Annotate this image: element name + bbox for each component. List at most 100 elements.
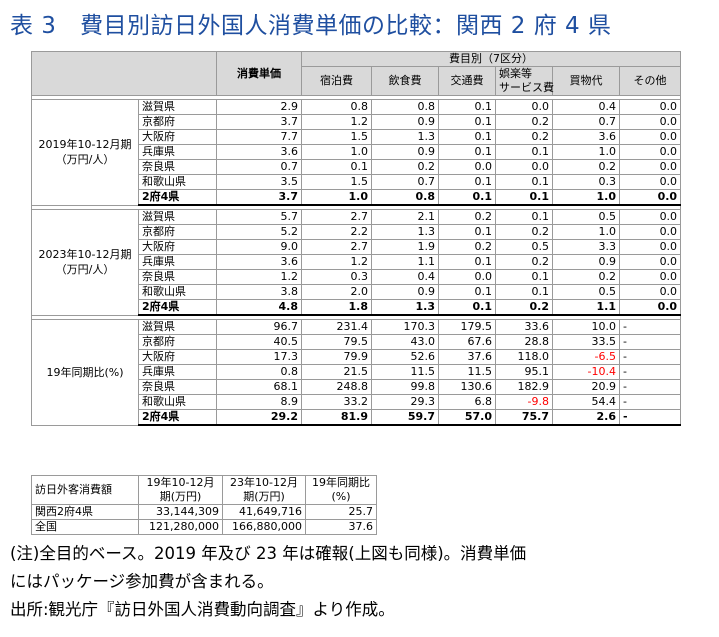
value-cell: 0.0 xyxy=(618,224,682,240)
table-row: 和歌山県 3.5 1.5 0.7 0.1 0.1 0.3 0.0 xyxy=(32,174,682,190)
header-category-group: 費目別（7区分） xyxy=(300,51,682,67)
small-table-header-line: 期(万円) xyxy=(243,490,285,503)
spending-total-table: 訪日外客消費額 19年10-12月 期(万円) 23年10-12月 期(万円) 19年同期… xyxy=(31,475,377,535)
value-cell: 0.1 xyxy=(438,224,496,240)
small-table-header-cell: 19年10-12月 期(万円) xyxy=(138,475,223,505)
value-cell: 3.6 xyxy=(216,144,302,160)
value-cell: 20.9 xyxy=(552,379,620,395)
page-title: 表 3 費目別訪日外国人消費単価の比較：関西 2 府 4 県 xyxy=(10,13,612,39)
small-table-header-line: 23年10-12月 xyxy=(230,476,298,489)
value-cell: 0.1 xyxy=(301,159,372,175)
value-cell: 0.5 xyxy=(552,284,620,300)
value-cell: 52.6 xyxy=(371,349,439,365)
value-cell: 3.7 xyxy=(216,114,302,130)
value-cell: 2.7 xyxy=(301,239,372,255)
value-cell: 1.1 xyxy=(371,254,439,270)
value-cell: 0.1 xyxy=(495,284,553,300)
table-row: 大阪府 17.3 79.9 52.6 37.6 118.0 -6.5- xyxy=(32,349,682,365)
value-cell: 0.1 xyxy=(495,144,553,160)
header-col-label: 買物代 xyxy=(552,66,620,96)
table-total-row: 2府4県 4.8 1.8 1.3 0.1 0.2 1.1 0.0 xyxy=(32,299,682,316)
table-row: 19年同期比(%) 滋賀県 96.7 231.4 170.3 179.5 33.6 10.0- xyxy=(31,319,682,426)
value-cell: - xyxy=(618,409,682,426)
period-label-line: 19年同期比(%) xyxy=(46,365,124,379)
value-cell: 28.8 xyxy=(495,334,553,350)
value-cell: 3.5 xyxy=(216,174,302,190)
value-cell: 2.2 xyxy=(301,224,372,240)
header-col-label: サービス費 xyxy=(499,81,554,94)
value-cell: 0.4 xyxy=(371,269,439,285)
small-table-header-row: 訪日外客消費額 19年10-12月 期(万円) 23年10-12月 期(万円) 19年同期… xyxy=(31,475,377,505)
value-cell: -10.4 xyxy=(552,364,620,380)
value-cell: 1.2 xyxy=(301,254,372,270)
value-cell: 33.6 xyxy=(495,319,553,335)
value-cell: 0.0 xyxy=(618,209,682,225)
prefecture-cell: 奈良県 xyxy=(138,159,217,175)
header-col-label: 宿泊費 xyxy=(301,66,372,96)
value-cell: 3.8 xyxy=(216,284,302,300)
prefecture-cell: 京都府 xyxy=(138,334,217,350)
small-table-label: 訪日外客消費額 xyxy=(31,475,139,505)
prefecture-cell: 兵庫県 xyxy=(138,144,217,160)
value-cell: 0.8 xyxy=(216,364,302,380)
value-cell: 0.1 xyxy=(438,299,496,316)
value-cell: 0.1 xyxy=(438,99,496,115)
prefecture-cell: 大阪府 xyxy=(138,239,217,255)
value-cell: 37.6 xyxy=(438,349,496,365)
value-cell: 0.0 xyxy=(438,269,496,285)
prefecture-cell: 滋賀県 xyxy=(138,99,217,115)
value-cell: 1.0 xyxy=(552,189,620,206)
prefecture-cell: 京都府 xyxy=(138,224,217,240)
table-total-row: 2府4県 3.7 1.0 0.8 0.1 0.1 1.0 0.0 xyxy=(32,189,682,206)
value-cell: 1.5 xyxy=(301,174,372,190)
value-cell: 0.2 xyxy=(552,159,620,175)
prefecture-cell: 京都府 xyxy=(138,114,217,130)
value-cell: 0.2 xyxy=(552,269,620,285)
value-cell: 1.5 xyxy=(301,129,372,145)
small-table-row-label: 関西2府4県 xyxy=(31,504,139,520)
value-cell: - xyxy=(618,334,682,350)
value-cell: 6.8 xyxy=(438,394,496,410)
table-row: 奈良県 0.7 0.1 0.2 0.0 0.0 0.2 0.0 xyxy=(32,159,682,175)
value-cell: 68.1 xyxy=(216,379,302,395)
period-label-line: 2019年10-12月期 xyxy=(38,138,132,152)
value-cell: 0.0 xyxy=(618,174,682,190)
value-cell: 0.2 xyxy=(495,299,553,316)
value-cell: 79.5 xyxy=(301,334,372,350)
value-cell: 1.8 xyxy=(301,299,372,316)
value-cell: 182.9 xyxy=(495,379,553,395)
value-cell: 0.1 xyxy=(438,284,496,300)
header-col-label: その他 xyxy=(618,66,682,96)
table-row: 京都府 3.7 1.2 0.9 0.1 0.2 0.7 0.0 xyxy=(32,114,682,130)
value-cell: 0.1 xyxy=(495,174,553,190)
value-cell: 0.1 xyxy=(438,189,496,206)
value-cell: 0.1 xyxy=(438,129,496,145)
value-cell: 3.7 xyxy=(216,189,302,206)
value-cell: 3.3 xyxy=(552,239,620,255)
value-cell: 179.5 xyxy=(438,319,496,335)
prefecture-cell: 2府4県 xyxy=(138,189,217,206)
value-cell: 54.4 xyxy=(552,394,620,410)
note-line: (注)全目的ベース。2019 年及び 23 年は確報(上図も同様)。消費単価 xyxy=(10,544,527,563)
value-cell: 1.0 xyxy=(301,144,372,160)
value-cell: 1.0 xyxy=(301,189,372,206)
small-table-row: 関西2府4県 33,144,309 41,649,716 25.7 xyxy=(31,504,377,520)
value-cell: 0.0 xyxy=(618,239,682,255)
table-row: 和歌山県 3.8 2.0 0.9 0.1 0.1 0.5 0.0 xyxy=(32,284,682,300)
value-cell: 0.8 xyxy=(371,189,439,206)
prefecture-cell: 2府4県 xyxy=(138,299,217,316)
value-cell: 0.3 xyxy=(552,174,620,190)
small-table-header-line: 19年10-12月 xyxy=(146,476,215,489)
value-cell: 11.5 xyxy=(438,364,496,380)
value-cell: 0.2 xyxy=(495,129,553,145)
value-cell: 0.0 xyxy=(618,159,682,175)
prefecture-cell: 2府4県 xyxy=(138,409,217,426)
value-cell: 0.2 xyxy=(438,239,496,255)
value-cell: 0.0 xyxy=(618,189,682,206)
value-cell: 5.7 xyxy=(216,209,302,225)
period-label-line: （万円/人） xyxy=(55,263,115,277)
prefecture-cell: 大阪府 xyxy=(138,349,217,365)
value-cell: 33.2 xyxy=(301,394,372,410)
value-cell: 248.8 xyxy=(301,379,372,395)
value-cell: 67.6 xyxy=(438,334,496,350)
